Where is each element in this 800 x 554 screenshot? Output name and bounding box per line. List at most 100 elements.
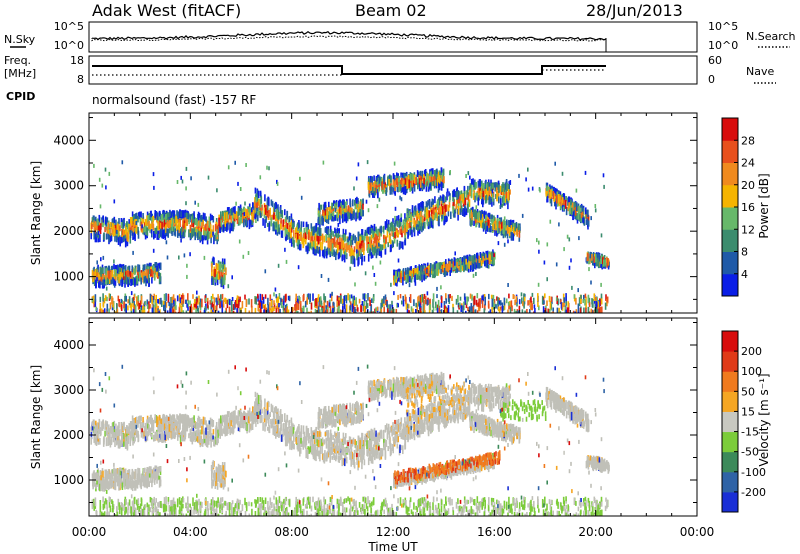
heatmap-cell [155, 227, 158, 235]
heatmap-cell [284, 227, 287, 237]
heatmap-cell [277, 210, 279, 218]
heatmap-cell [446, 188, 449, 193]
heatmap-cell [95, 280, 97, 288]
heatmap-cell [283, 308, 286, 313]
heatmap-cell [311, 235, 314, 242]
heatmap-cell [403, 173, 406, 182]
heatmap-cell [392, 225, 395, 234]
heatmap-cell [331, 310, 333, 313]
heatmap-cell [257, 211, 259, 215]
heatmap-cell [445, 204, 447, 213]
heatmap-cell [566, 234, 569, 239]
heatmap-cell [129, 230, 132, 238]
heatmap-cell [376, 239, 378, 249]
heatmap-cell [385, 236, 387, 245]
heatmap-cell [346, 238, 349, 246]
heatmap-cell [252, 202, 254, 209]
heatmap-cell [550, 197, 553, 207]
heatmap-cell [155, 303, 158, 310]
heatmap-cell [395, 271, 397, 280]
heatmap-cell [288, 296, 291, 302]
heatmap-cell [331, 203, 334, 210]
heatmap-cell [473, 254, 476, 260]
heatmap-cell [548, 308, 550, 313]
heatmap-cell [212, 231, 214, 236]
heatmap-cell [156, 263, 158, 271]
heatmap-cell [371, 230, 374, 239]
heatmap-cell [360, 240, 363, 249]
heatmap-cell [290, 213, 293, 221]
heatmap-cell [213, 235, 216, 242]
heatmap-cell [490, 225, 492, 233]
heatmap-cell [538, 305, 540, 311]
heatmap-cell [156, 212, 159, 221]
heatmap-cell [110, 265, 113, 272]
heatmap-cell [111, 304, 114, 311]
colorbar-swatch [722, 229, 738, 252]
heatmap-cell [251, 213, 253, 221]
heatmap-cell [338, 211, 341, 218]
heatmap-cell [316, 302, 318, 309]
heatmap-cell [431, 173, 434, 180]
heatmap-cell [413, 219, 415, 228]
heatmap-cell [176, 295, 179, 302]
heatmap-cell [522, 301, 524, 306]
heatmap-cell [426, 173, 428, 182]
heatmap-cell [437, 188, 440, 193]
heatmap-cell [153, 293, 155, 300]
heatmap-cell [443, 195, 445, 203]
heatmap-cell [579, 307, 582, 313]
heatmap-cell [283, 295, 285, 301]
heatmap-cell [137, 230, 140, 239]
heatmap-cell [137, 215, 139, 223]
heatmap-cell [250, 299, 253, 308]
heatmap-cell [449, 267, 451, 277]
heatmap-cell [188, 229, 190, 238]
heatmap-cell [370, 188, 373, 195]
heatmap-cell [113, 263, 115, 270]
heatmap-cell [345, 249, 347, 259]
heatmap-cell [324, 212, 327, 220]
heatmap-cell [492, 223, 494, 230]
heatmap-cell [374, 187, 377, 196]
heatmap-cell [129, 271, 132, 278]
heatmap-cell [394, 175, 396, 183]
heatmap-cell [205, 219, 208, 226]
heatmap-cell [448, 263, 450, 271]
heatmap-cell [235, 211, 238, 219]
heatmap-cell [572, 310, 575, 313]
heatmap-cell [107, 277, 109, 284]
heatmap-cell [492, 249, 494, 257]
heatmap-cell [106, 303, 109, 312]
heatmap-cell [524, 310, 526, 313]
heatmap-cell [408, 211, 410, 218]
heatmap-cell [221, 224, 223, 232]
heatmap-cell [521, 213, 524, 218]
heatmap-cell [144, 275, 147, 282]
heatmap-cell [474, 195, 476, 203]
heatmap-cell [429, 298, 431, 305]
heatmap-cell [370, 253, 373, 259]
heatmap-cell [443, 301, 446, 310]
heatmap-cell [278, 293, 281, 300]
heatmap-cell [230, 208, 232, 216]
heatmap-cell [185, 299, 187, 304]
heatmap-cell [104, 430, 106, 437]
heatmap-cell [192, 215, 194, 224]
heatmap-cell [158, 262, 161, 269]
heatmap-cell [539, 188, 541, 193]
heatmap-cell [192, 221, 195, 228]
heatmap-cell [99, 296, 102, 303]
heatmap-cell [262, 296, 265, 304]
heatmap-cell [259, 175, 262, 180]
heatmap-cell [226, 223, 228, 232]
heatmap-cell [195, 305, 197, 313]
heatmap-cell [358, 257, 360, 265]
heatmap-cell [90, 233, 92, 240]
heatmap-cell [221, 271, 224, 280]
heatmap-cell [410, 274, 412, 283]
heatmap-cell [376, 306, 379, 311]
heatmap-cell [437, 182, 440, 189]
heatmap-cell [409, 182, 411, 192]
heatmap-cell [396, 215, 398, 225]
